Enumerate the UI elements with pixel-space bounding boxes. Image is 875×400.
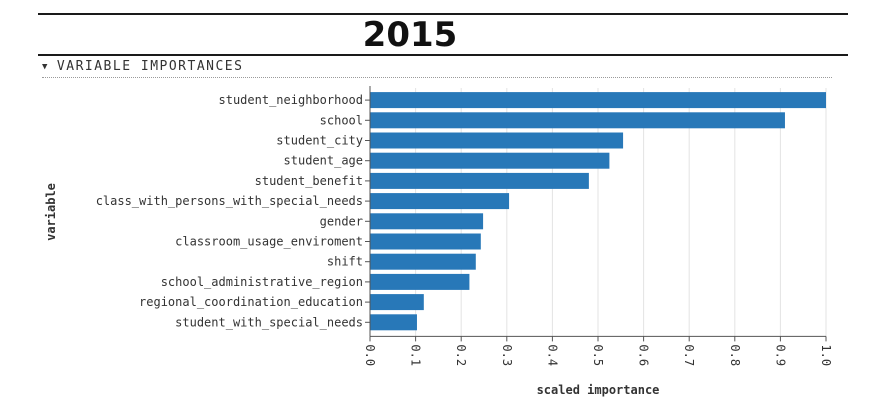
x-tick-label: 0.4: [545, 344, 559, 366]
y-tick-label: classroom_usage_enviroment: [175, 235, 363, 249]
bar[interactable]: [370, 132, 624, 149]
bar[interactable]: [370, 314, 417, 331]
bar[interactable]: [370, 273, 470, 290]
bar[interactable]: [370, 253, 476, 270]
top-rule: [38, 13, 848, 15]
section-header[interactable]: ▼ VARIABLE IMPORTANCES: [42, 59, 243, 74]
x-tick-label: 0.2: [454, 344, 468, 366]
bar[interactable]: [370, 112, 785, 129]
y-tick-label: student_age: [284, 154, 363, 168]
y-tick-label: regional_coordination_education: [139, 295, 363, 309]
page-title: 2015: [362, 15, 458, 55]
x-axis-label: scaled importance: [537, 383, 660, 397]
x-tick-label: 0.9: [773, 344, 787, 366]
gridlines: [369, 88, 827, 337]
bar[interactable]: [370, 152, 610, 169]
bar[interactable]: [370, 92, 826, 109]
x-tick-label: 0.1: [409, 344, 423, 366]
x-tick-label: 0.3: [500, 344, 514, 366]
section-header-label: VARIABLE IMPORTANCES: [56, 59, 244, 74]
bar[interactable]: [370, 213, 484, 230]
collapse-triangle-icon[interactable]: ▼: [42, 62, 49, 72]
y-tick-label: student_benefit: [255, 174, 363, 188]
y-axis-label: variable: [44, 183, 58, 241]
x-tick-label: 1.0: [819, 344, 833, 366]
y-tick-label: student_with_special_needs: [175, 315, 363, 329]
y-tick-label: student_neighborhood: [219, 93, 364, 107]
y-tick-label: school_administrative_region: [161, 275, 363, 289]
bar[interactable]: [370, 233, 481, 250]
x-tick-label: 0.7: [682, 344, 696, 366]
bar[interactable]: [370, 172, 589, 189]
section-divider: [42, 77, 832, 78]
x-tick-label: 0.0: [363, 344, 377, 366]
y-tick-label: shift: [327, 255, 363, 269]
bars: [370, 92, 826, 331]
y-tick-label: school: [320, 113, 363, 127]
x-axis: 0.0 0.1 0.2 0.3 0.4 0.5 0.6 0.7 0.8 0.9 1.0: [363, 335, 833, 366]
y-tick-label: gender: [320, 214, 363, 228]
x-tick-label: 0.8: [728, 344, 742, 366]
bar[interactable]: [370, 193, 510, 210]
y-tick-label: class_with_persons_with_special_needs: [96, 194, 363, 208]
x-tick-label: 0.6: [637, 344, 651, 366]
title-underline: [38, 54, 848, 56]
bar[interactable]: [370, 294, 424, 311]
y-tick-label: student_city: [276, 134, 363, 148]
x-tick-label: 0.5: [591, 344, 605, 366]
